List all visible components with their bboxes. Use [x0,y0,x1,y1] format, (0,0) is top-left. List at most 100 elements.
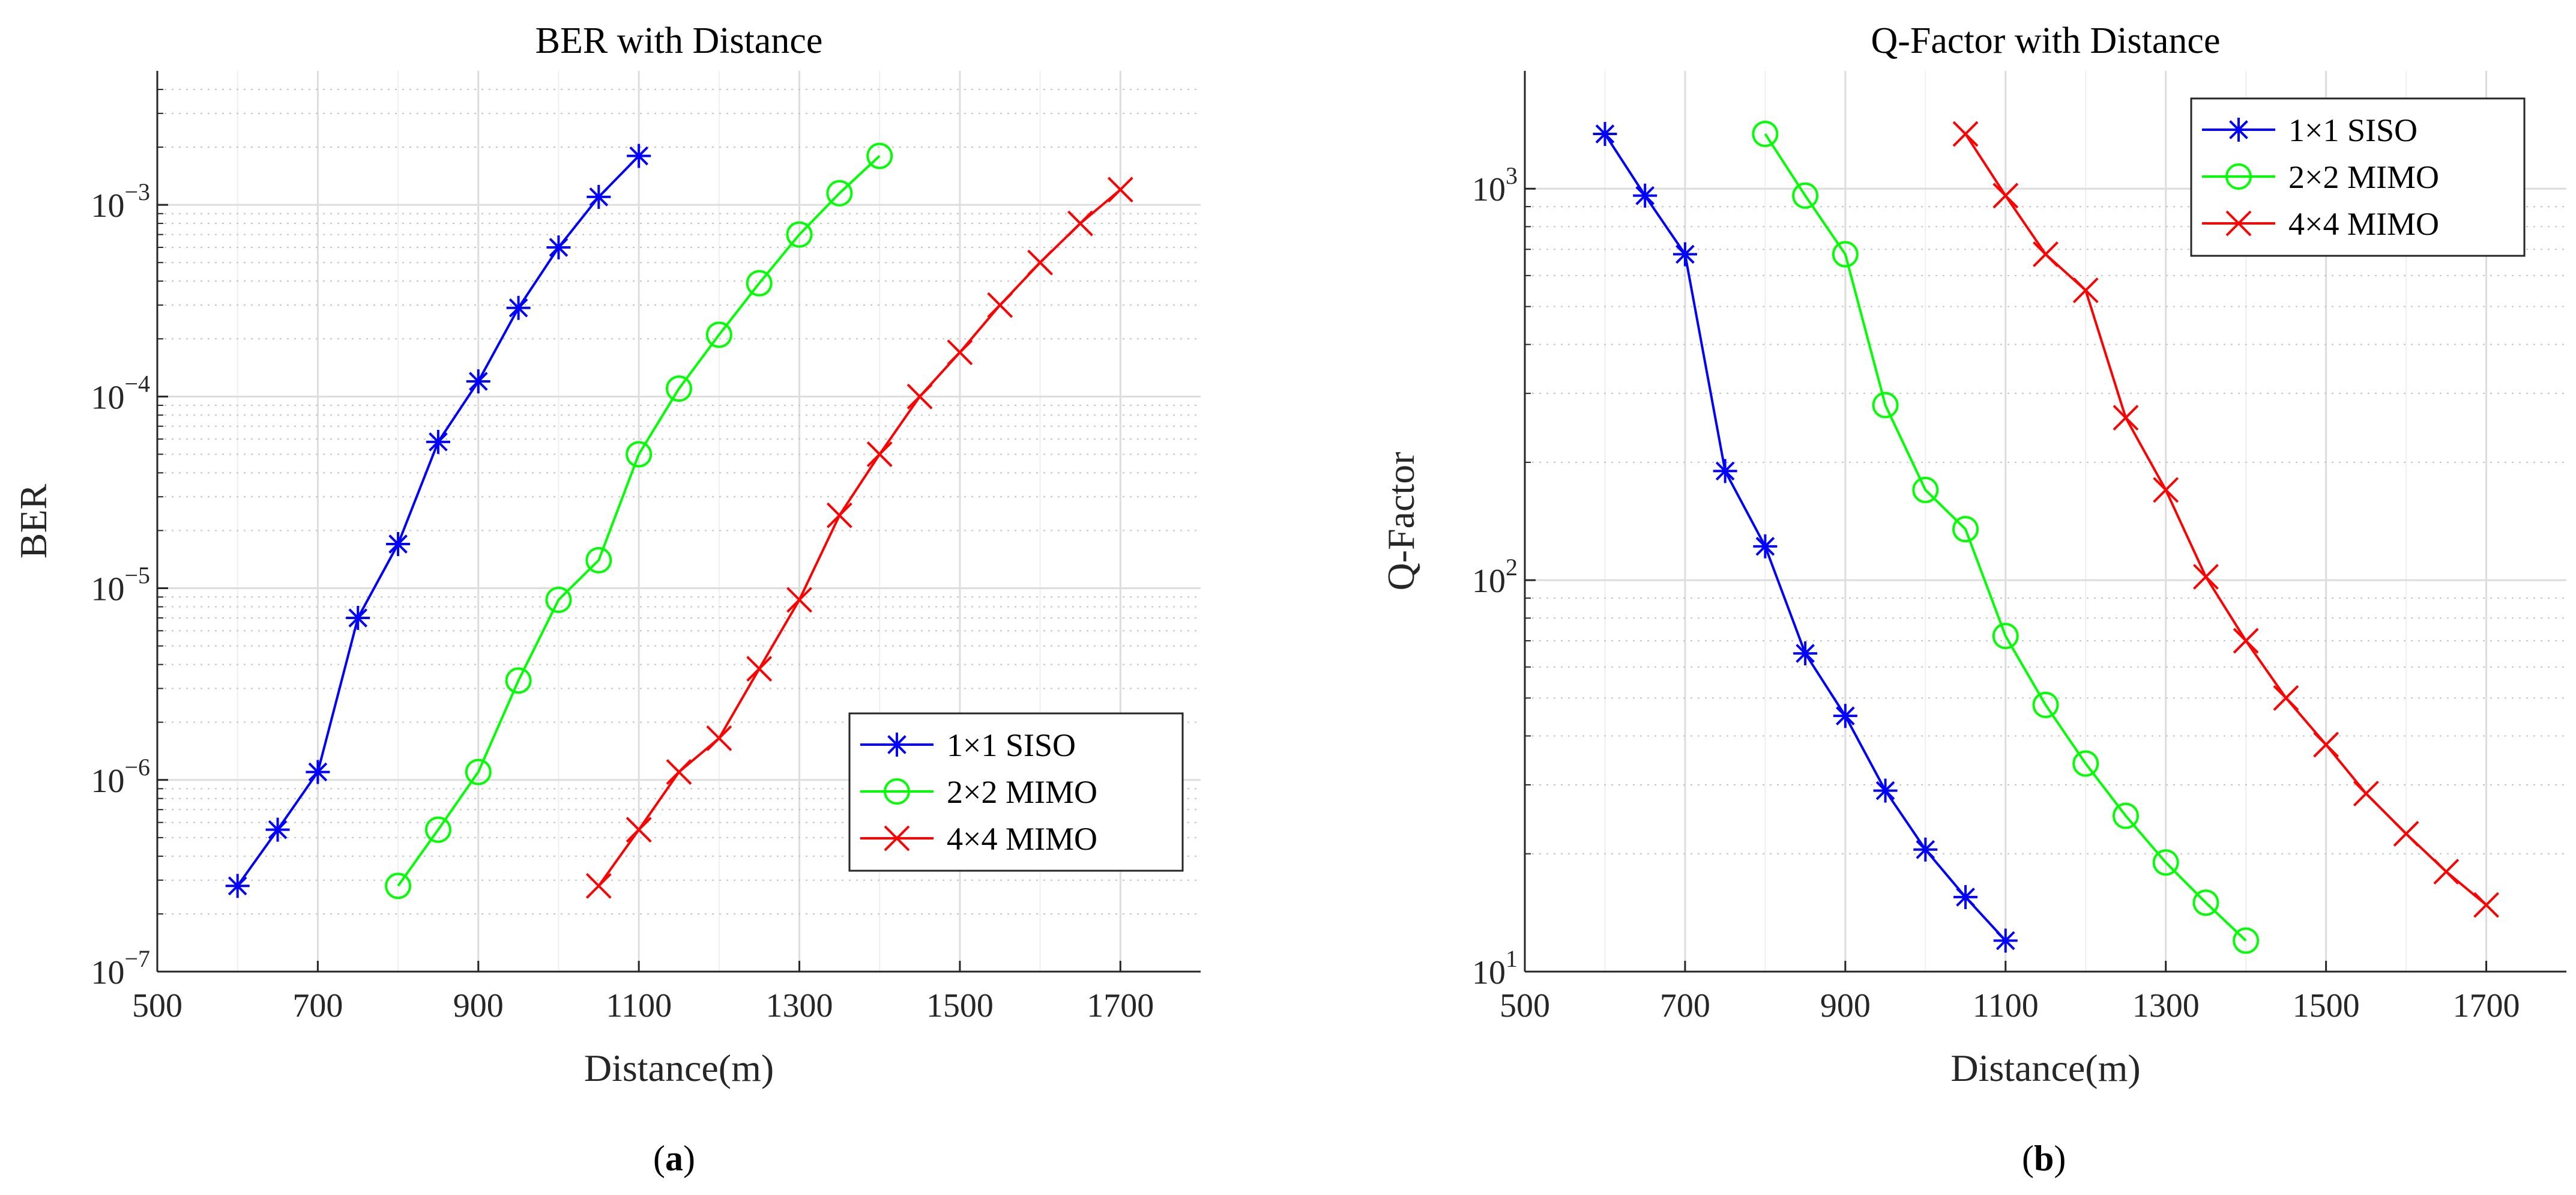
data-point [225,874,250,898]
marker-stroke [508,298,528,318]
legend-entry: 2×2 MIMO [2202,159,2439,195]
data-point [947,339,973,366]
y-tick-base: 10 [1472,171,1506,208]
x-tick-label: 1300 [766,987,833,1024]
marker-stroke [666,759,692,785]
marker-stroke [2273,685,2299,711]
data-point [2072,277,2099,303]
marker-stroke [887,735,906,754]
marker-stroke [2072,277,2099,303]
marker-stroke [1916,840,1935,859]
marker-stroke [866,441,893,467]
data-point [2473,892,2499,918]
x-tick-label: 700 [1660,987,1710,1024]
marker-stroke [1755,537,1775,556]
marker-stroke [2233,628,2259,654]
marker-stroke [786,587,812,613]
x-tick-label: 1700 [1087,987,1154,1024]
legend-label: 4×4 MIMO [2288,206,2439,242]
data-point [1833,704,1857,728]
data-point [306,760,330,784]
legend-entry: 2×2 MIMO [860,774,1097,810]
data-point [2112,802,2139,829]
data-point [1953,885,1978,909]
x-tick-label: 900 [453,987,504,1024]
y-axis-label: BER [12,483,55,558]
data-point [426,429,450,454]
marker-stroke [1635,186,1655,205]
data-point [2152,849,2179,876]
marker-stroke [2033,241,2059,267]
series-line [397,155,881,887]
x-tick-label: 500 [1500,987,1550,1024]
data-point [626,817,652,843]
caption-b: (b) [2022,1138,2066,1179]
data-point [2313,731,2339,758]
y-tick-base: 10 [91,187,124,225]
data-point [666,375,692,402]
legend-entry: 1×1 SISO [2202,112,2418,148]
y-tick-base: 10 [91,954,124,991]
x-tick-label: 1300 [2132,987,2200,1024]
data-point [1992,623,2019,650]
marker-stroke [268,820,288,840]
series-4×4 MIMO [585,177,1133,899]
data-point [1752,121,1779,148]
y-tick-base: 10 [91,763,124,800]
data-point [866,441,893,467]
y-tick-label: 10−7 [91,945,150,991]
y-tick-label: 101 [1472,945,1518,991]
data-point [2193,564,2219,590]
data-point [627,144,651,168]
marker-stroke [1956,888,1975,907]
legend-label: 1×1 SISO [947,727,1076,763]
legend-marker [884,825,910,852]
data-point [1913,837,1938,862]
legend-marker [2225,163,2252,190]
legend-marker [2227,118,2251,142]
marker-stroke [1995,931,2015,951]
data-point [385,873,412,900]
y-tick-label: 10−6 [91,754,150,800]
legend-marker [884,778,910,805]
data-point [746,656,773,682]
data-point [466,369,490,394]
data-point [1952,516,1979,543]
marker-stroke [1992,183,2019,209]
marker-stroke [348,608,368,628]
legend: 1×1 SISO 2×2 MIMO 4×4 MIMO [2190,97,2526,257]
y-tick-exponent: −6 [124,754,150,781]
y-tick-label: 102 [1472,554,1518,600]
series-4×4 MIMO [1952,121,2499,918]
x-tick-label: 500 [132,987,182,1024]
marker-stroke [228,876,247,896]
marker-stroke [388,534,408,554]
marker-stroke [585,873,612,899]
y-tick-exponent: 2 [1506,554,1518,581]
data-point [1832,241,1859,268]
marker-stroke [2353,781,2379,806]
x-axis-label: Distance(m) [1950,1047,2140,1089]
marker-stroke [706,725,732,751]
y-tick-exponent: 1 [1506,945,1518,972]
y-tick-label: 103 [1472,162,1518,208]
data-point [2393,821,2419,847]
data-point [505,667,532,694]
marker-stroke [2313,731,2339,758]
data-point [1673,242,1697,267]
y-axis-label: Q-Factor [1380,452,1422,590]
data-point [706,725,732,751]
data-point [826,502,852,528]
marker-stroke [549,238,569,257]
data-point [1593,122,1617,147]
series-line [1764,133,2247,942]
marker-stroke [626,817,652,843]
series-1×1 SISO [225,144,651,898]
data-point [666,759,692,785]
marker-stroke [1952,121,1979,147]
marker-stroke [589,187,609,207]
data-point [746,270,773,297]
marker-stroke [429,432,448,452]
data-point [2033,241,2059,267]
